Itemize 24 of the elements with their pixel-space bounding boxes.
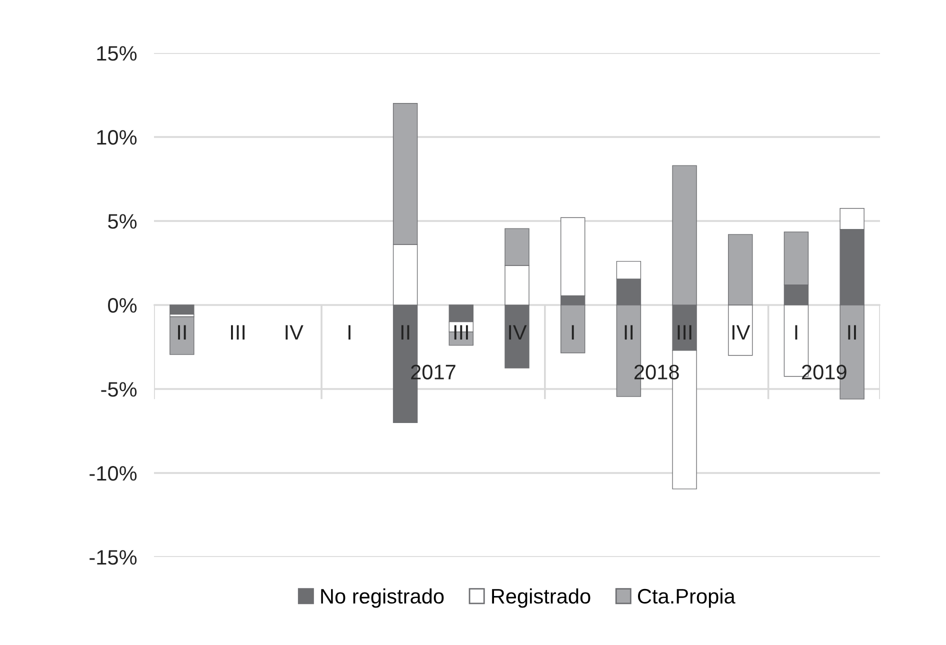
x-tick-label: I [348, 325, 350, 340]
x-tick-label: IV [509, 325, 527, 340]
y-tick-label: -5% [101, 382, 137, 397]
legend-label: Cta.Propia [638, 588, 736, 608]
x-tick-label: III [231, 325, 245, 340]
x-tick-label: IV [286, 325, 304, 340]
bar [170, 316, 194, 355]
y-tick-label: -15% [90, 550, 137, 565]
legend-label: No registrado [321, 588, 444, 608]
x-tick-label: I [572, 325, 574, 340]
x-tick-label: IV [732, 325, 750, 340]
y-tick-label: 5% [108, 214, 137, 229]
x-tick-label: II [401, 325, 410, 340]
x-tick-label: III [678, 325, 692, 340]
y-tick-label: -10% [90, 466, 137, 481]
bar [170, 304, 194, 315]
y-tick-label: 10% [97, 130, 137, 145]
legend-label: Registrado [492, 588, 590, 608]
y-tick-label: 0% [108, 298, 137, 313]
x-tick-label: I [795, 325, 798, 340]
y-tick-label: 15% [97, 46, 137, 61]
x-tick-label: II [848, 325, 856, 340]
x-tick-label: II [624, 325, 633, 340]
x-tick-label: II [178, 325, 186, 340]
